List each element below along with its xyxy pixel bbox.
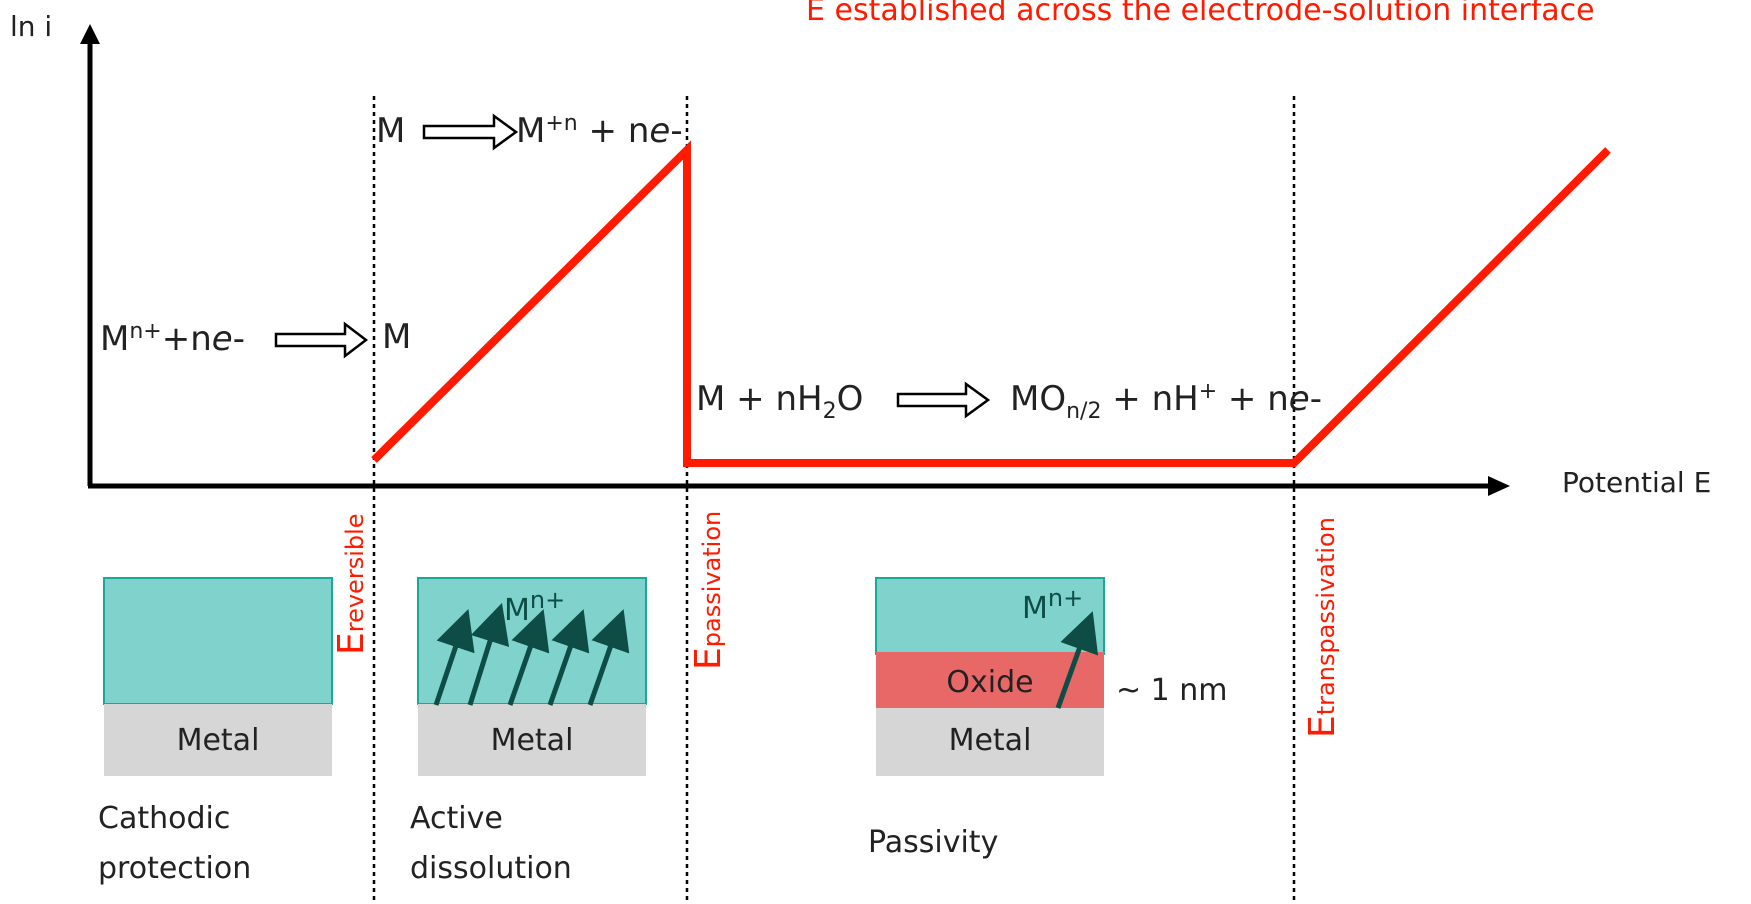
ion-arrow-icon: [1055, 611, 1099, 709]
e-passivation-label: Epassivation: [688, 511, 729, 670]
ion-arrow-icon: [507, 609, 550, 706]
x-axis-label: Potential E: [1562, 466, 1711, 499]
y-axis-arrowhead: [80, 24, 100, 44]
metal-label: Metal: [949, 723, 1032, 758]
metal-block: [418, 704, 646, 776]
solution-block: [103, 577, 333, 705]
polarization-curve: [371, 140, 1611, 467]
oxide-label: Oxide: [946, 665, 1033, 700]
active-caption-line1: Active: [410, 801, 503, 836]
cathodic-caption-line2: protection: [98, 851, 251, 886]
passive-reaction-left: M + nH2O: [696, 379, 863, 424]
passive-reaction-right: MOn/2 + nH+ + ne-: [1010, 379, 1322, 424]
passive-panel: Oxide Metal Mn+ ~ 1 nm Passivity: [868, 577, 1228, 860]
oxide-thickness-label: ~ 1 nm: [1116, 673, 1228, 708]
ion-arrow-icon: [547, 609, 590, 706]
cathodic-reaction-right: M: [382, 317, 411, 357]
metal-label: Metal: [177, 723, 260, 758]
active-caption-line2: dissolution: [410, 851, 572, 886]
active-panel: Metal Mn+ Active dissolution: [410, 577, 647, 886]
anodic-reaction-left: M: [376, 111, 405, 151]
ion-label: Mn+: [1022, 584, 1083, 626]
metal-block: [104, 704, 332, 776]
x-axis-arrowhead: [1488, 476, 1510, 496]
e-transpassivation-label: Etranspassivation: [1302, 517, 1343, 738]
y-axis-label: ln i: [10, 10, 52, 43]
cathodic-reaction-left: Mn++ne-: [100, 319, 245, 359]
cathodic-reaction-arrow-icon: [274, 321, 369, 359]
cathodic-caption-line1: Cathodic: [98, 801, 230, 836]
header-title: E established across the electrode-solut…: [806, 0, 1595, 28]
e-reversible-label: Ereversible: [331, 513, 372, 655]
cathodic-panel: Metal Cathodic protection: [98, 577, 333, 886]
metal-block: [876, 708, 1104, 776]
passive-reaction-arrow-icon: [896, 381, 991, 419]
anodic-reaction-arrow-icon: [422, 113, 519, 151]
dissolution-arrows: [433, 602, 630, 706]
ion-arrow-icon: [467, 602, 510, 706]
ion-arrow-icon: [587, 609, 630, 706]
ion-arrow-icon: [433, 609, 475, 706]
anodic-reaction-right: M+n + ne-: [516, 111, 683, 151]
metal-label: Metal: [491, 723, 574, 758]
passive-caption: Passivity: [868, 825, 998, 860]
